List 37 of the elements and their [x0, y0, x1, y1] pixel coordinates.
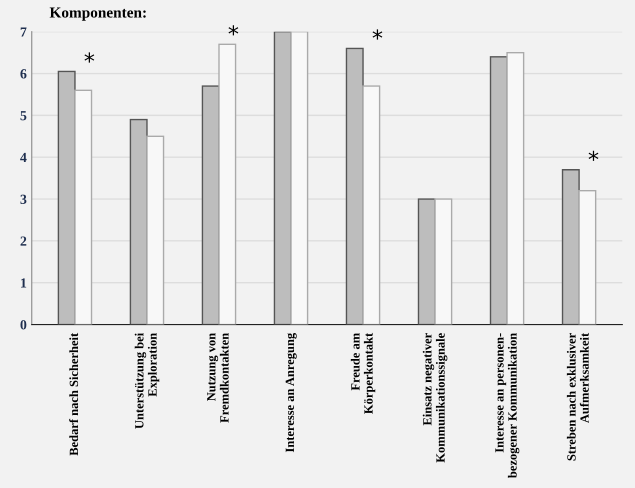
chart-title: Komponenten:: [50, 8, 146, 21]
x-tick-label: Interesse an Anregung: [286, 332, 297, 452]
x-tick-label: Unterstützung bei Exploration: [134, 333, 160, 429]
x-tick-label: Nutzung von Fremdkontakten: [207, 333, 229, 423]
y-tick-label: 7: [20, 27, 27, 37]
bar: [506, 52, 524, 325]
bar: [562, 169, 580, 325]
y-tick-label: 2: [20, 236, 26, 246]
y-tick-label: 5: [20, 111, 26, 120]
bar: [274, 32, 292, 325]
y-tick-label: 3: [20, 194, 26, 204]
annotation: *: [84, 52, 94, 63]
x-tick-label: Einsatz negativer Kommunikationssignale: [422, 333, 448, 463]
bar: [490, 56, 508, 325]
x-tick-label: Freude am Körperkontakt: [350, 332, 376, 414]
y-tick-label: 6: [20, 69, 26, 79]
annotation: *: [588, 150, 598, 161]
x-tick-label: Bedarf nach Sicherheit: [69, 332, 78, 456]
bar: [434, 198, 452, 325]
bar: [290, 32, 308, 325]
x-tick-label: Interesse an personen- bezogener Kommunikation: [495, 333, 520, 478]
y-tick-label: 4: [20, 152, 27, 162]
bar: [578, 190, 596, 325]
bar: [130, 118, 148, 325]
y-tick-label: 0: [20, 320, 26, 330]
bar: [418, 198, 436, 325]
bar: [362, 85, 380, 325]
bar: [146, 136, 164, 325]
bar: [58, 70, 76, 325]
bar: [74, 90, 92, 325]
bar: [218, 44, 236, 325]
bar: [202, 85, 220, 325]
x-tick-label: Streben nach exklusiver Aufmerksamkeit: [566, 332, 589, 460]
annotation: *: [372, 29, 382, 40]
y-tick-label: 1: [21, 278, 26, 288]
annotation: *: [228, 25, 238, 36]
bar: [346, 48, 364, 325]
